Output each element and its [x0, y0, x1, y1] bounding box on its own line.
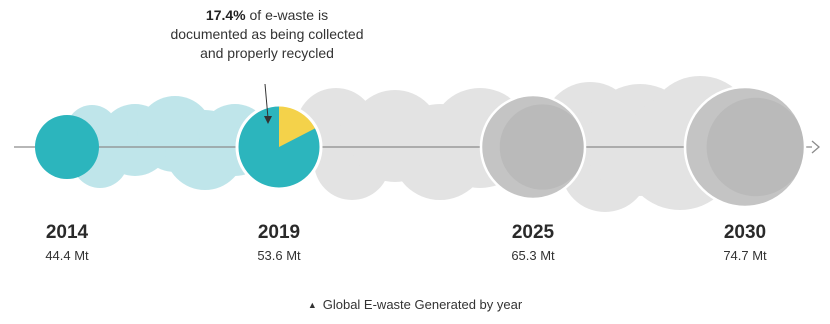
- bubble-inner: [499, 104, 585, 190]
- chart-caption: ▲ Global E-waste Generated by year: [0, 297, 830, 312]
- triangle-marker-icon: ▲: [307, 300, 317, 310]
- recycled-slice: [279, 105, 317, 147]
- bubble-2014: [35, 115, 99, 179]
- year-text: 2025: [511, 222, 555, 243]
- year-label-2014: 2014 44.4 Mt: [7, 222, 127, 264]
- year-text: 2019: [257, 222, 301, 243]
- annotation-line-1: of e-waste is: [245, 7, 329, 23]
- year-text: 2030: [723, 222, 767, 243]
- annotation-line-2: documented as being collected: [170, 26, 364, 42]
- bubble-inner: [706, 97, 805, 197]
- year-label-2030: 2030 74.7 Mt: [685, 222, 805, 264]
- bubble-outline: [683, 85, 807, 209]
- recycled-percent: 17.4%: [205, 7, 246, 23]
- bubble-outline: [479, 93, 587, 201]
- background-blobs: [66, 76, 754, 212]
- value-text: 44.4 Mt: [45, 248, 89, 263]
- value-text: 74.7 Mt: [723, 248, 767, 263]
- axis-arrow-icon: [811, 140, 820, 154]
- bubbles: [35, 85, 807, 209]
- pointer-arrow-icon: [264, 116, 272, 124]
- bubble-outline: [235, 103, 323, 191]
- value-text: 65.3 Mt: [511, 248, 555, 263]
- recycling-annotation: 17.4% of e-waste is documented as being …: [132, 6, 402, 63]
- callout-pointer: [264, 83, 272, 124]
- value-text: 53.6 Mt: [257, 248, 301, 263]
- caption-text: Global E-waste Generated by year: [322, 297, 523, 312]
- year-label-2019: 2019 53.6 Mt: [219, 222, 339, 264]
- year-text: 2014: [45, 222, 89, 243]
- year-label-2025: 2025 65.3 Mt: [473, 222, 593, 264]
- annotation-line-3: and properly recycled: [200, 45, 334, 61]
